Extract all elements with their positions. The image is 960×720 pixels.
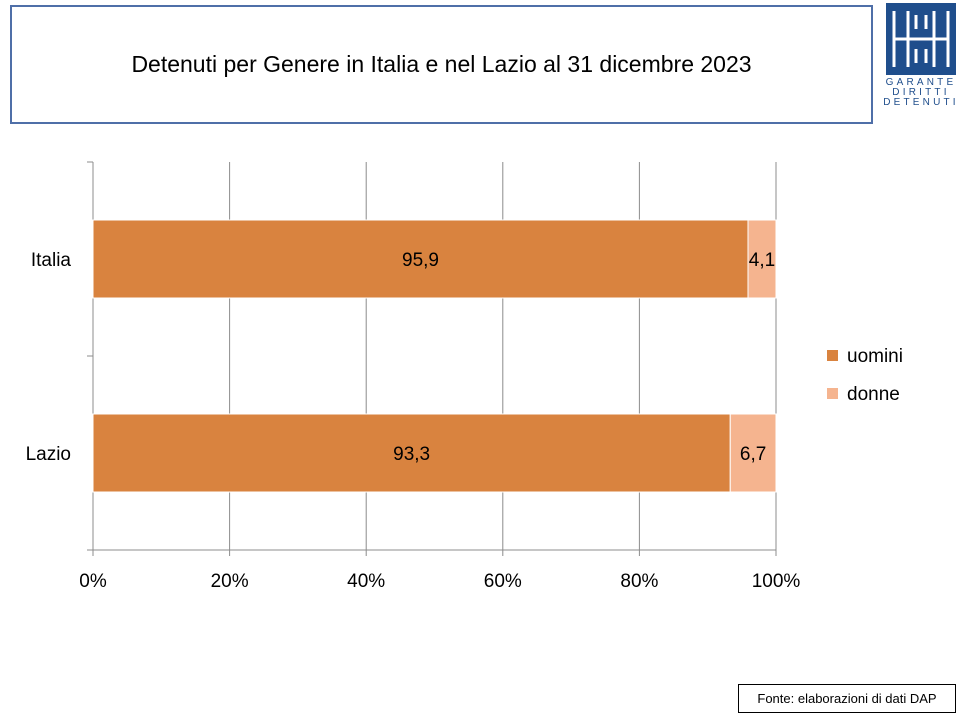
x-tick-label: 0% [79, 571, 107, 592]
chart-title: Detenuti per Genere in Italia e nel Lazi… [131, 51, 752, 77]
x-tick-label: 60% [484, 571, 522, 592]
x-tick-label: 80% [620, 571, 658, 592]
data-label: 4,1 [749, 250, 775, 271]
logo-line-1: GARANTE [885, 77, 957, 88]
source-note: Fonte: elaborazioni di dati DAP [738, 684, 956, 713]
legend-label-donne: donne [847, 384, 900, 405]
data-label: 93,3 [393, 444, 430, 465]
category-label: Italia [31, 250, 72, 271]
logo-line-2: DIRITTI [892, 87, 950, 98]
bar-donne-lazio [729, 413, 777, 493]
data-label: 95,9 [402, 250, 439, 271]
logo-line-3: DETENUTI [883, 97, 959, 108]
x-tick-label: 100% [752, 571, 801, 592]
legend-swatch-uomini [827, 350, 838, 361]
bar-uomini-lazio [92, 413, 731, 493]
stacked-bar-chart: 95,9 4,1 Italia 93,3 6,7 Lazio 0% 20% 40% 60% 80% 1… [26, 161, 903, 592]
x-tick-label: 20% [211, 571, 249, 592]
legend-swatch-donne [827, 388, 838, 399]
source-text: Fonte: elaborazioni di dati DAP [757, 691, 937, 706]
logo-emblem-icon [886, 3, 956, 75]
category-label: Lazio [26, 444, 71, 465]
x-tick-label: 40% [347, 571, 385, 592]
garante-logo: GARANTE DIRITTI DETENUTI [882, 3, 960, 109]
bar-donne-italia [747, 219, 777, 299]
data-label: 6,7 [740, 444, 766, 465]
legend-label-uomini: uomini [847, 346, 903, 367]
title-box: Detenuti per Genere in Italia e nel Lazi… [10, 5, 873, 124]
